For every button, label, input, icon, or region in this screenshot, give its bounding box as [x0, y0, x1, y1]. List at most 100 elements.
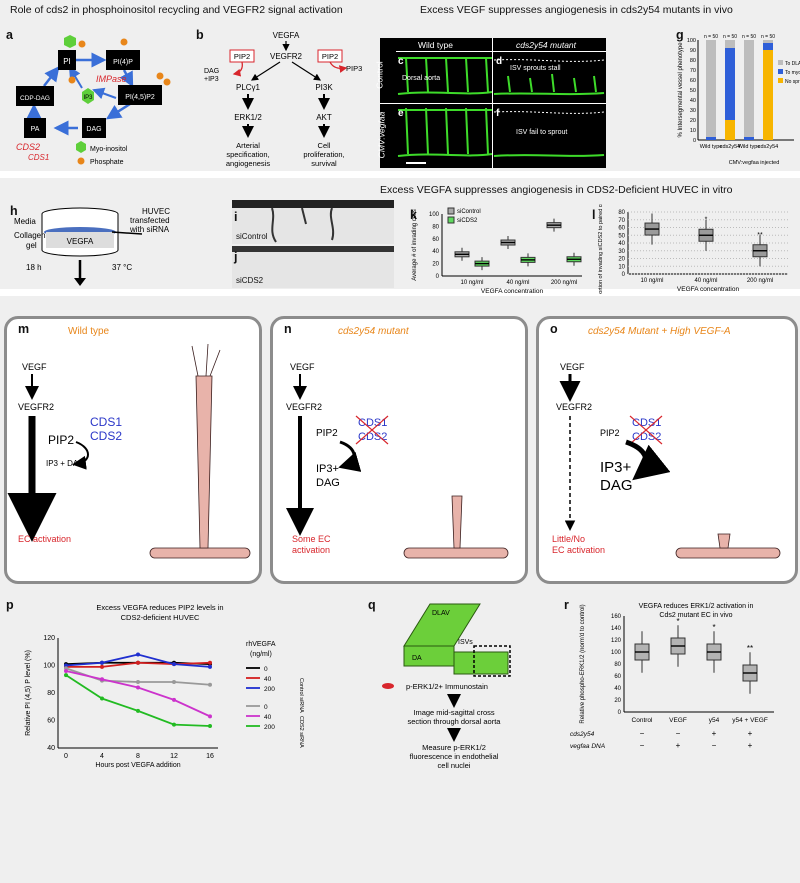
- l-xtick: 10 ng/ml: [640, 278, 663, 284]
- b-arterial: Arterial: [236, 141, 260, 150]
- r-row1-val: +: [748, 729, 753, 738]
- p-ytick: 80: [47, 690, 55, 697]
- mno-schematics: Wild type VEGF VEGFR2 PIP2 CDS1 CDS2 IP3…: [7, 326, 781, 559]
- l-ytick: 70: [618, 218, 625, 224]
- q-stain: p-ERK1/2+ Immunostain: [406, 682, 488, 691]
- p-xtick: 12: [170, 753, 178, 760]
- r-row2-val: −: [640, 741, 645, 750]
- g-xtick: cds2y54: [720, 144, 741, 150]
- n-sprout: [403, 495, 509, 559]
- enzyme-impase: IMPase: [96, 74, 127, 84]
- g-bar-segment: [725, 48, 735, 120]
- f-fail: ISV fail to sprout: [516, 129, 567, 136]
- p-legend-label: 0: [264, 666, 268, 673]
- g-legend-label: To DLAV: [785, 61, 800, 67]
- row-label-cmv: CMV:vegfaa: [376, 111, 387, 159]
- g-ytick: 10: [690, 128, 696, 134]
- p-legend-label: 0: [264, 704, 268, 711]
- n-out-2: activation: [292, 545, 330, 555]
- g-legend-label: To myoseptum: [785, 70, 800, 76]
- p-point: [100, 677, 104, 682]
- p-ylabel: Relative PI (4,5) P level (%): [25, 650, 32, 736]
- o-pip2: PIP2: [600, 428, 620, 438]
- micro-vessels: Dorsal aorta ISV sprouts stall ISV fail …: [397, 56, 605, 164]
- g-legend-label: No sprouts: [785, 79, 800, 85]
- chart-r: VEGFA reduces ERK1/2 activation in Cds2 m…: [570, 603, 774, 750]
- l-xtick: 200 ng/ml: [747, 278, 773, 284]
- r-ytick: 140: [611, 626, 622, 632]
- r-mark: *: [676, 617, 679, 626]
- l-ytick: 60: [618, 226, 625, 232]
- k-xtick: 10 ng/ml: [460, 280, 483, 286]
- g-ylabel: % Intersegmental vessel phenotype: [678, 42, 684, 138]
- panel-label-b: b: [196, 28, 204, 42]
- chart-k: 0 20 40 60 80 100 Average # of invading cells 1…: [412, 207, 582, 294]
- g-ytick: 70: [690, 68, 696, 74]
- h-media: Media: [14, 217, 36, 226]
- g-ytick: 20: [690, 118, 696, 124]
- k-legend-swatch: [447, 216, 455, 224]
- h-vegfa: VEGFA: [67, 237, 94, 246]
- n-cds1: CDS1: [358, 417, 387, 429]
- d-stall: ISV sprouts stall: [510, 65, 561, 72]
- q-step2b: fluorescence in endothelial: [410, 752, 499, 761]
- o-ip3: IP3+: [600, 459, 632, 476]
- panel-label-n: n: [284, 322, 292, 336]
- panel-label-c: c: [398, 56, 404, 67]
- l-mark: **: [757, 232, 763, 239]
- k-legend-label: siCDS2: [457, 218, 478, 224]
- r-ytick: 0: [618, 710, 622, 716]
- r-row2: vegfaa DNA: [570, 743, 605, 750]
- m-vegfr2: VEGFR2: [18, 402, 54, 412]
- p-group2: CDS2 siRNA: [298, 716, 304, 748]
- o-vegf: VEGF: [560, 362, 585, 372]
- b-survival: survival: [311, 159, 337, 168]
- r-xtick: y54 + VEGF: [732, 717, 768, 724]
- l-ytick: 10: [618, 264, 625, 270]
- panel-h-schematic: VEGFA Media Collagen gel HUVEC transfect…: [14, 207, 170, 286]
- grid-divider-top: [396, 51, 606, 52]
- k-ylabel: Average # of invading cells: [412, 209, 418, 281]
- k-ytick: 40: [432, 249, 439, 255]
- o-cds1: CDS1: [632, 417, 661, 429]
- n-ip3: IP3+: [316, 463, 339, 475]
- row-label-control: Control: [374, 61, 385, 89]
- r-row2-val: +: [748, 741, 753, 750]
- q-da: DA: [412, 655, 422, 662]
- panel-label-e: e: [398, 108, 404, 119]
- myo-inositol-icon: [76, 141, 86, 153]
- p-xtick: 8: [136, 753, 140, 760]
- n-vegf: VEGF: [290, 362, 315, 372]
- node-pi4p: PI(4)P: [113, 59, 133, 66]
- p-point: [64, 669, 68, 673]
- panel-label-p: p: [6, 598, 14, 612]
- p-group1: Control siRNA: [298, 678, 304, 713]
- n-cds2: CDS2: [358, 431, 387, 443]
- p-ytick: 40: [47, 745, 55, 752]
- o-cds2: CDS2: [632, 431, 661, 443]
- p-xtick: 4: [100, 753, 104, 760]
- p-point: [136, 660, 140, 665]
- sprout-strands: [232, 200, 394, 243]
- m-out: EC activation: [18, 534, 71, 544]
- p-point: [208, 714, 212, 719]
- k-ytick: 100: [429, 212, 440, 218]
- o-dag: DAG: [600, 477, 633, 494]
- b-dag: DAG: [204, 68, 219, 75]
- p-point: [208, 664, 212, 669]
- p-ytick: 120: [43, 635, 55, 642]
- p-ytick: 60: [47, 718, 55, 725]
- panel-label-l: l: [592, 208, 596, 222]
- p-point: [172, 662, 176, 667]
- g-ytick: 40: [690, 98, 696, 104]
- k-legend-swatch: [447, 207, 455, 215]
- l-mark: *: [705, 216, 708, 223]
- r-row1-val: −: [676, 729, 681, 738]
- panel-label-g: g: [676, 28, 684, 42]
- o-out-1: Little/No: [552, 534, 585, 544]
- k-xtick: 200 ng/ml: [551, 280, 577, 286]
- h-huvec: HUVEC: [142, 207, 170, 216]
- panel-label-o: o: [550, 322, 558, 336]
- panel-a-cycle: PI PI(4)P PI(4,5)P2 DAG PA CDP-DAG IP3 I…: [16, 35, 171, 166]
- title-middle: Excess VEGFA suppresses angiogenesis in …: [380, 184, 733, 196]
